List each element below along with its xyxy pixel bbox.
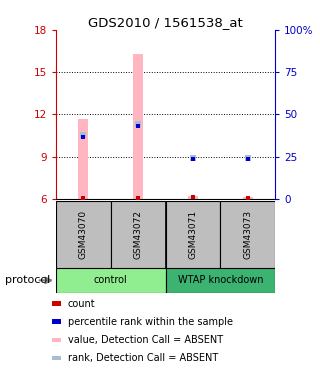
Text: WTAP knockdown: WTAP knockdown	[178, 275, 263, 285]
Text: GSM43071: GSM43071	[188, 210, 197, 259]
Bar	[52, 320, 61, 324]
Bar	[52, 338, 61, 342]
Text: percentile rank within the sample: percentile rank within the sample	[68, 317, 233, 327]
Title: GDS2010 / 1561538_at: GDS2010 / 1561538_at	[88, 16, 243, 29]
FancyBboxPatch shape	[56, 201, 111, 268]
Bar	[243, 196, 253, 199]
Text: rank, Detection Call = ABSENT: rank, Detection Call = ABSENT	[68, 353, 218, 363]
Bar	[188, 196, 198, 199]
FancyBboxPatch shape	[166, 268, 275, 292]
Bar	[78, 118, 88, 199]
Bar	[52, 356, 61, 360]
Text: GSM43070: GSM43070	[79, 210, 88, 259]
Text: GSM43073: GSM43073	[243, 210, 252, 259]
Bar	[133, 54, 143, 199]
Text: value, Detection Call = ABSENT: value, Detection Call = ABSENT	[68, 335, 223, 345]
Text: protocol: protocol	[5, 275, 50, 285]
Text: GSM43072: GSM43072	[134, 210, 143, 259]
Text: control: control	[94, 275, 128, 285]
Text: count: count	[68, 298, 95, 309]
Bar	[52, 302, 61, 306]
FancyBboxPatch shape	[220, 201, 275, 268]
FancyBboxPatch shape	[56, 268, 166, 292]
FancyBboxPatch shape	[166, 201, 220, 268]
FancyBboxPatch shape	[111, 201, 166, 268]
